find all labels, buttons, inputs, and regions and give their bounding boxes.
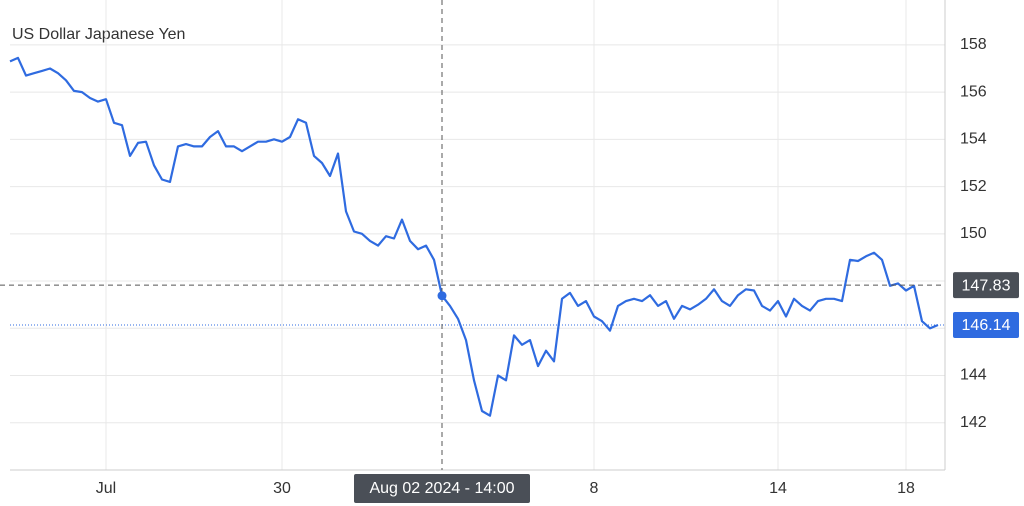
crosshair-date-box [354, 474, 530, 503]
chart-title: US Dollar Japanese Yen [12, 26, 185, 43]
x-tick-label: 14 [769, 480, 787, 497]
y-tick-label: 154 [960, 131, 987, 148]
crosshair-date: Aug 02 2024 - 14:00 [369, 480, 514, 497]
y-tick-label: 152 [960, 178, 987, 195]
last-price-box [953, 311, 1019, 338]
y-tick-label: 144 [960, 367, 987, 384]
x-tick-label: 8 [590, 480, 599, 497]
y-tick-label: 156 [960, 83, 987, 100]
crosshair-value: 147.83 [962, 277, 1011, 294]
price-line [9, 56, 939, 417]
last-price-label: 146.14 [962, 317, 1011, 334]
crosshair-value-box [953, 272, 1019, 299]
y-tick-label: 142 [960, 414, 987, 431]
y-tick-label: 158 [960, 36, 987, 53]
x-tick-label: 18 [897, 480, 915, 497]
x-tick-label: Jul [96, 480, 116, 497]
crosshair-dot [437, 291, 447, 301]
x-tick-label: 30 [273, 480, 291, 497]
y-tick-label: 150 [960, 225, 987, 242]
